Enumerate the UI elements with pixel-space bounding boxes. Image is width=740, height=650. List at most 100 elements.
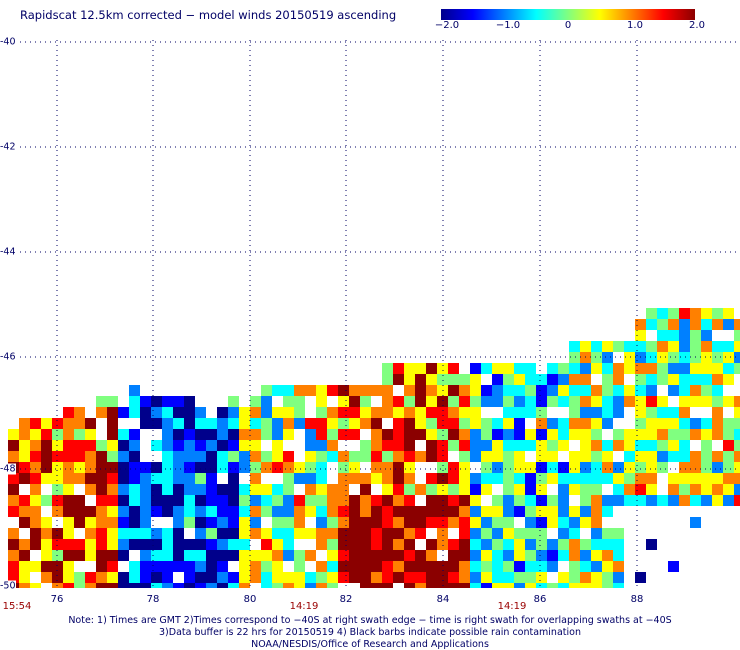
swath-cell	[173, 561, 184, 572]
swath-cell	[272, 385, 283, 396]
swath-cell	[316, 539, 327, 550]
swath-cell	[305, 583, 316, 588]
swath-cell	[569, 561, 580, 572]
swath-cell	[591, 440, 602, 451]
swath-cell	[173, 451, 184, 462]
swath-cell	[382, 473, 393, 484]
swath-cell	[41, 561, 52, 572]
swath-cell	[63, 539, 74, 550]
swath-cell	[327, 418, 338, 429]
swath-cell	[558, 473, 569, 484]
swath-cell	[734, 330, 740, 341]
swath-cell	[272, 418, 283, 429]
swath-cell	[129, 396, 140, 407]
swath-cell	[239, 407, 250, 418]
swath-cell	[8, 429, 19, 440]
swath-cell	[580, 374, 591, 385]
swath-cell	[360, 506, 371, 517]
swath-cell	[668, 495, 679, 506]
swath-cell	[74, 517, 85, 528]
swath-cell	[723, 462, 734, 473]
swath-cell	[569, 352, 580, 363]
swath-cell	[404, 385, 415, 396]
swath-cell	[580, 506, 591, 517]
swath-cell	[272, 451, 283, 462]
swath-cell	[481, 506, 492, 517]
swath-cell	[19, 561, 30, 572]
swath-cell	[657, 495, 668, 506]
swath-cell	[250, 506, 261, 517]
swath-cell	[712, 396, 723, 407]
swath-cell	[283, 451, 294, 462]
swath-cell	[602, 572, 613, 583]
swath-cell	[492, 451, 503, 462]
swath-cell	[272, 440, 283, 451]
swath-cell	[635, 451, 646, 462]
swath-cell	[338, 385, 349, 396]
swath-cell	[734, 396, 740, 407]
swath-cell	[547, 495, 558, 506]
swath-cell	[569, 462, 580, 473]
swath-cell	[173, 473, 184, 484]
y-tick-lat-48: -48	[0, 463, 16, 475]
swath-cell	[272, 561, 283, 572]
swath-cell	[525, 550, 536, 561]
swath-cell	[382, 374, 393, 385]
swath-cell	[514, 495, 525, 506]
swath-cell	[360, 495, 371, 506]
swath-cell	[261, 572, 272, 583]
swath-cell	[327, 451, 338, 462]
swath-cell	[448, 396, 459, 407]
swath-cell	[470, 583, 481, 588]
swath-cell	[30, 462, 41, 473]
swath-cell	[371, 462, 382, 473]
swath-cell	[415, 583, 426, 588]
swath-cell	[360, 451, 371, 462]
swath-cell	[118, 451, 129, 462]
swath-cell	[19, 440, 30, 451]
swath-cell	[404, 583, 415, 588]
swath-cell	[129, 462, 140, 473]
swath-cell	[470, 429, 481, 440]
swath-cell	[162, 572, 173, 583]
swath-cell	[701, 308, 712, 319]
swath-cell	[712, 451, 723, 462]
wind-difference-map	[0, 40, 740, 588]
swath-cell	[437, 473, 448, 484]
swath-cell	[107, 495, 118, 506]
swath-cell	[140, 473, 151, 484]
swath-cell	[272, 539, 283, 550]
swath-cell	[327, 539, 338, 550]
swath-cell	[371, 418, 382, 429]
swath-cell	[569, 429, 580, 440]
swath-cell	[613, 341, 624, 352]
swath-cell	[569, 341, 580, 352]
swath-cell	[217, 440, 228, 451]
swath-cell	[415, 418, 426, 429]
swath-cell	[382, 462, 393, 473]
swath-cell	[195, 517, 206, 528]
swath-cell	[41, 462, 52, 473]
swath-cell	[459, 506, 470, 517]
swath-cell	[118, 462, 129, 473]
swath-cell	[657, 363, 668, 374]
swath-cell	[679, 352, 690, 363]
swath-cell	[690, 330, 701, 341]
swath-cell	[580, 363, 591, 374]
swath-cell	[404, 396, 415, 407]
swath-cell	[151, 583, 162, 588]
swath-cell	[547, 506, 558, 517]
swath-cell	[8, 561, 19, 572]
swath-cell	[723, 418, 734, 429]
swath-cell	[85, 528, 96, 539]
swath-cell	[525, 484, 536, 495]
swath-cell	[162, 550, 173, 561]
swath-cell	[195, 572, 206, 583]
swath-cell	[602, 396, 613, 407]
swath-cell	[613, 473, 624, 484]
swath-cell	[294, 385, 305, 396]
swath-cell	[624, 352, 635, 363]
swath-cell	[635, 363, 646, 374]
swath-cell	[382, 506, 393, 517]
swath-cell	[305, 385, 316, 396]
